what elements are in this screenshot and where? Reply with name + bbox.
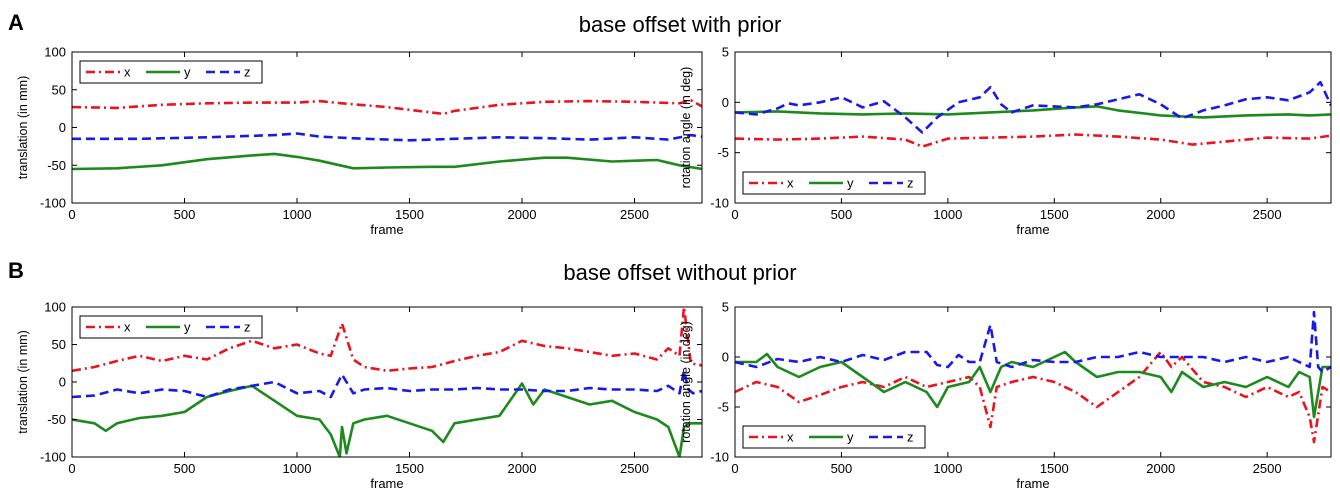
legend-y-label: y	[184, 65, 191, 80]
x-axis-label: frame	[1016, 476, 1049, 491]
x-tick-label: 0	[731, 461, 738, 476]
y-tick-label: -10	[710, 450, 729, 465]
y-tick-label: 100	[44, 300, 66, 315]
y-tick-label: 0	[59, 375, 66, 390]
series-x-line	[735, 350, 1331, 444]
y-tick-label: -50	[47, 412, 66, 427]
y-tick-label: 0	[722, 350, 729, 365]
y-tick-label: 100	[44, 45, 66, 60]
series-y-line	[72, 152, 702, 171]
chart-2: 0 500 1000 1500 2000 2500 5 0 -5 -10 frame rotation…	[679, 45, 1332, 237]
x-tick-label: 0	[68, 461, 75, 476]
legend-x-label: x	[124, 320, 131, 335]
y-axis-label: rotation angle (in deg)	[679, 67, 693, 189]
panel-letter-b: B	[8, 258, 24, 283]
x-axis-label: frame	[370, 222, 403, 237]
x-tick-label: 2500	[620, 207, 649, 222]
x-tick-label: 1500	[1040, 207, 1069, 222]
x-tick-label: 1500	[1040, 461, 1069, 476]
x-tick-label: 2500	[1253, 207, 1282, 222]
x-axis-label: frame	[1016, 222, 1049, 237]
x-tick-label: 0	[731, 207, 738, 222]
series-x-line	[735, 133, 1331, 148]
x-axis-label: frame	[370, 476, 403, 491]
panel-letter-a: A	[8, 10, 24, 35]
y-tick-label: -5	[717, 400, 729, 415]
legend: x y z	[742, 425, 926, 449]
y-tick-label: -50	[47, 158, 66, 173]
x-tick-label: 1000	[933, 207, 962, 222]
y-tick-label: 0	[722, 95, 729, 110]
x-tick-label: 500	[831, 207, 853, 222]
chart-3: 0 500 1000 1500 2000 2500100500-50-100frametr…	[16, 300, 703, 491]
x-tick-label: 1500	[395, 207, 424, 222]
legend-x-label: x	[124, 65, 131, 80]
x-tick-label: 0	[68, 207, 75, 222]
x-tick-label: 2000	[1146, 207, 1175, 222]
y-tick-label: 5	[722, 45, 729, 60]
x-tick-label: 2000	[508, 207, 537, 222]
y-tick-label: -100	[40, 196, 66, 211]
x-tick-label: 500	[174, 207, 196, 222]
legend: x y z	[79, 60, 263, 84]
y-tick-label: 5	[722, 300, 729, 315]
legend-x-label: x	[787, 176, 794, 191]
x-tick-label: 500	[831, 461, 853, 476]
series-y-line	[735, 105, 1331, 119]
chart-1: 0 500 1000 1500 2000 2500100500-50-100frametr…	[16, 45, 703, 237]
y-tick-label: -5	[717, 145, 729, 160]
series-x-line	[72, 99, 702, 116]
x-tick-label: 2500	[620, 461, 649, 476]
section-title-a: base offset with prior	[578, 12, 782, 37]
y-tick-label: 0	[59, 120, 66, 135]
y-axis-label: translation (in mm)	[16, 330, 30, 434]
y-axis-label: translation (in mm)	[16, 76, 30, 180]
x-tick-label: 2500	[1253, 461, 1282, 476]
y-tick-label: 50	[52, 82, 66, 97]
series-z-line	[735, 80, 1331, 134]
legend-y-label: y	[847, 430, 854, 445]
legend-y-label: y	[184, 320, 191, 335]
legend-z-label: z	[244, 320, 251, 335]
legend-z-label: z	[907, 430, 914, 445]
y-tick-label: -10	[710, 196, 729, 211]
legend: x y z	[79, 315, 263, 339]
plot-frame	[734, 306, 1332, 458]
chart-4: 0 500 1000 1500 2000 2500 5 0 -5 -10 frame rotation…	[679, 300, 1332, 491]
x-tick-label: 1000	[933, 461, 962, 476]
legend-x-label: x	[787, 430, 794, 445]
x-tick-label: 2000	[508, 461, 537, 476]
series-y-line	[72, 382, 702, 457]
legend-z-label: z	[244, 65, 251, 80]
series-z-line	[72, 132, 702, 142]
legend-y-label: y	[847, 176, 854, 191]
legend-z-label: z	[907, 176, 914, 191]
section-title-b: base offset without prior	[563, 260, 797, 285]
series-z-line	[735, 310, 1331, 374]
x-tick-label: 2000	[1146, 461, 1175, 476]
y-tick-label: 50	[52, 337, 66, 352]
legend: x y z	[742, 171, 926, 195]
x-tick-label: 1000	[283, 461, 312, 476]
series-z-line	[72, 369, 702, 399]
x-tick-label: 500	[174, 461, 196, 476]
x-tick-label: 1000	[283, 207, 312, 222]
series-y-line	[735, 350, 1331, 419]
series-x-line	[72, 307, 702, 373]
plot-frame	[734, 51, 1332, 204]
y-axis-label: rotation angle (in deg)	[679, 321, 693, 443]
y-tick-label: -100	[40, 450, 66, 465]
x-tick-label: 1500	[395, 461, 424, 476]
